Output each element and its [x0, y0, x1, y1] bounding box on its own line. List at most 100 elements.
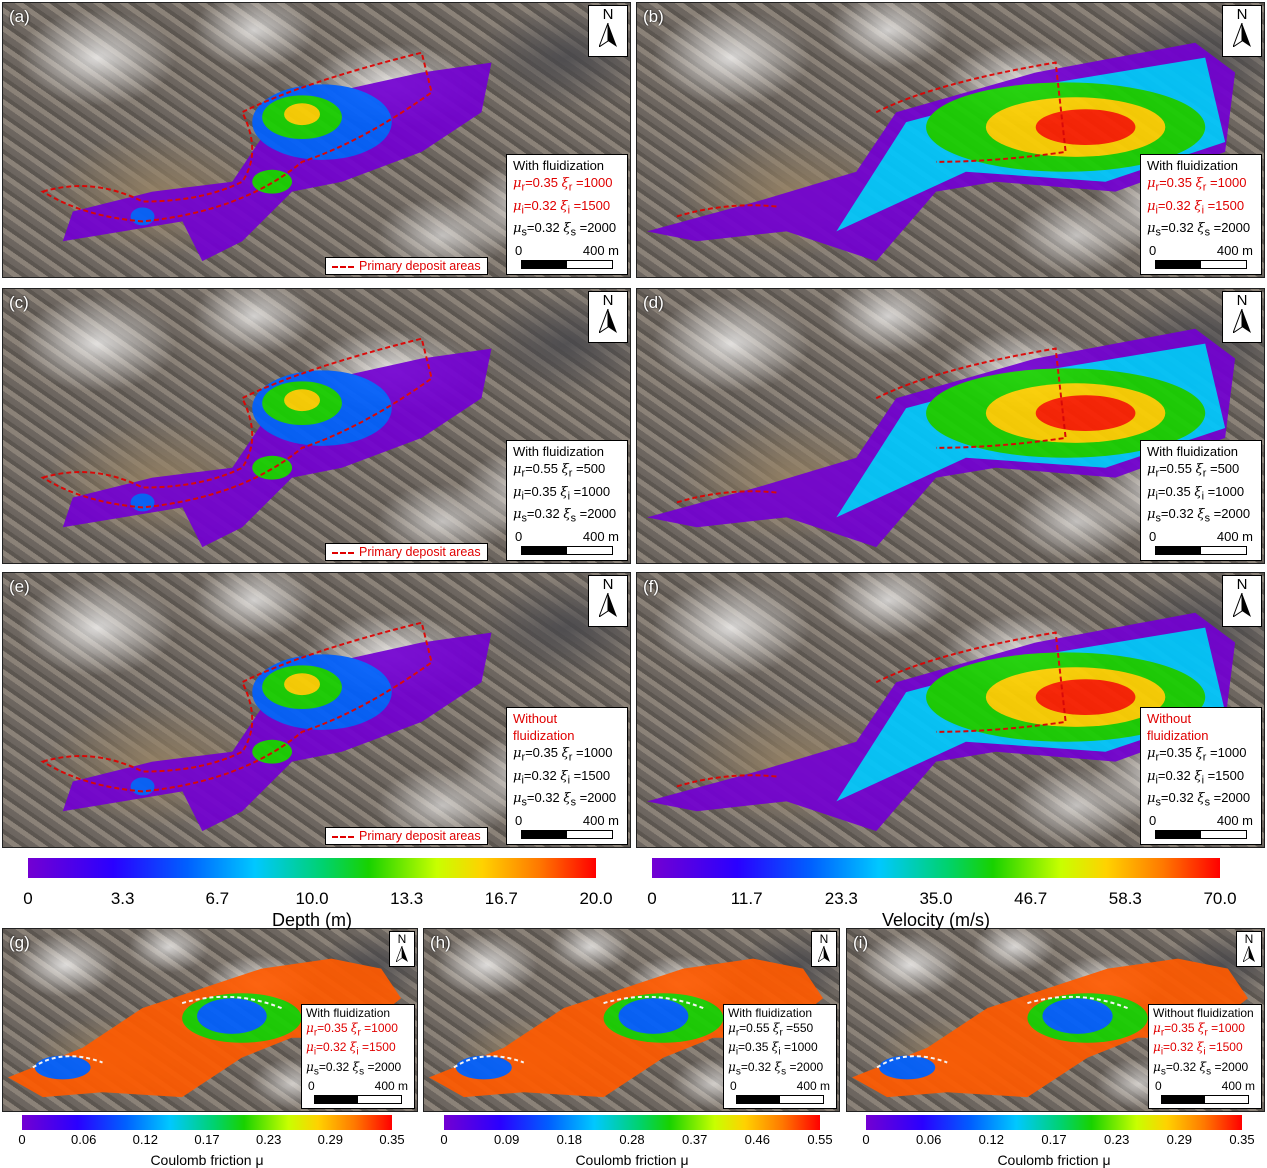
map-panel-c: (c) N With fluidization μr=0.55 ξr =500 μi… — [2, 288, 631, 564]
map-panel-h: (h) N With fluidization μr=0.55 ξr =550 μi… — [423, 928, 840, 1112]
friction-flow-overlay — [7, 958, 402, 1098]
colorbar-tick-label: 16.7 — [484, 889, 518, 908]
legend-param-row: μs=0.32 ξs =2000 — [1147, 790, 1251, 809]
scale-labels: 0 400 m — [1153, 1079, 1257, 1094]
colorbar-tick-label: 0.17 — [1041, 1132, 1067, 1147]
north-label: N — [397, 932, 407, 946]
north-arrow: N — [588, 291, 628, 343]
colorbar-tick-label: 58.3 — [1108, 889, 1142, 908]
legend-title: With fluidization — [1147, 158, 1239, 174]
colorbar-tick-label: 0 — [18, 1132, 26, 1147]
scale-max: 400 m — [582, 243, 619, 258]
legend-param-row: μi=0.32 ξi =1500 — [306, 1040, 396, 1058]
legend-param-row: μi=0.32 ξi =1500 — [513, 767, 611, 787]
panel-label: (d) — [643, 293, 664, 312]
scale-min: 0 — [1155, 1079, 1162, 1093]
scale-bar — [521, 830, 613, 839]
map-panel-d: (d) N With fluidization μr=0.55 ξr =500 μi… — [636, 288, 1265, 564]
parameter-legend: With fluidization μr=0.35 ξr =1000 μi=0.32… — [506, 154, 628, 275]
north-arrow-icon — [1233, 309, 1251, 333]
depth-flow-overlay — [40, 621, 492, 832]
legend-param-row: μs=0.32 ξs =2000 — [1147, 220, 1251, 239]
north-arrow-icon — [818, 946, 830, 962]
north-label: N — [1244, 932, 1254, 946]
dashed-line-icon — [332, 551, 354, 554]
colorbar-title: Coulomb friction μ — [150, 1152, 264, 1168]
map-panel-f: (f) N Without fluidization μr=0.35 ξr =10… — [636, 572, 1265, 848]
scale-max: 400 m — [374, 1079, 408, 1093]
scale-max: 400 m — [1216, 813, 1253, 828]
legend-param-row: μs=0.32 ξs =2000 — [1147, 506, 1251, 525]
map-panel-e: (e) N Without fluidization μr=0.35 ξr =10… — [2, 572, 631, 848]
north-label: N — [602, 6, 614, 23]
parameter-legend: Without fluidization μr=0.35 ξr =1000 μi=0… — [1140, 707, 1262, 845]
colorbar-tick-label: 20.0 — [579, 889, 613, 908]
legend-param-row: μr=0.35 ξr =1000 — [1153, 1020, 1245, 1039]
legend-param-row: μi=0.35 ξi =1000 — [728, 1040, 818, 1058]
scale-bar — [521, 546, 613, 555]
friction-flow-overlay — [428, 958, 824, 1098]
colorbar-title: Depth (m) — [271, 910, 353, 930]
colorbar-tick-label: 0.12 — [978, 1132, 1004, 1147]
legend-param-row: μs=0.32 ξs =2000 — [513, 506, 617, 525]
colorbar-title: Velocity (m/s) — [881, 910, 991, 930]
scale-bar — [1155, 546, 1247, 555]
legend-param-row: μi=0.32 ξi =1500 — [513, 197, 611, 217]
legend-param-row: μi=0.32 ξi =1500 — [1153, 1040, 1243, 1058]
colorbar — [866, 1115, 1242, 1130]
scale-min: 0 — [515, 243, 523, 258]
legend-title: With fluidization — [306, 1005, 391, 1020]
legend-param-row: μr=0.35 ξr =1000 — [1147, 175, 1247, 194]
colorbar-tick-label: 0 — [23, 889, 33, 908]
scale-min: 0 — [730, 1079, 737, 1093]
scale-min: 0 — [1149, 813, 1157, 828]
legend-title: Without fluidization — [513, 711, 575, 744]
colorbar-tick-label: 0.35 — [1229, 1132, 1255, 1147]
colorbar-tick-label: 0.55 — [807, 1132, 833, 1147]
scale-max: 400 m — [796, 1079, 830, 1093]
legend-param-row: μs=0.32 ξs =2000 — [513, 220, 617, 239]
colorbar — [652, 858, 1220, 878]
parameter-legend: With fluidization μr=0.35 ξr =1000 μi=0.32… — [1140, 154, 1262, 275]
scale-labels: 0 400 m — [1147, 528, 1255, 545]
north-label: N — [1236, 576, 1248, 593]
parameter-legend: With fluidization μr=0.55 ξr =500 μi=0.35 … — [1140, 440, 1262, 561]
colorbar-tick-label: 0.09 — [494, 1132, 520, 1147]
colorbar-tick-label: 70.0 — [1203, 889, 1237, 908]
north-arrow: N — [1222, 291, 1262, 343]
legend-title: With fluidization — [1147, 444, 1239, 460]
colorbar-tick-label: 0.23 — [1104, 1132, 1130, 1147]
colorbar-tick-label: 23.3 — [824, 889, 858, 908]
legend-param-row: μs=0.32 ξs =2000 — [306, 1059, 402, 1077]
colorbar-tick-label: 0 — [440, 1132, 448, 1147]
legend-param-row: μr=0.35 ξr =1000 — [306, 1020, 398, 1039]
scale-max: 400 m — [1221, 1079, 1255, 1093]
legend-title: Without fluidization — [1147, 711, 1209, 744]
velocity-flow-overlay — [646, 42, 1236, 262]
parameter-legend: With fluidization μr=0.35 ξr =1000 μi=0.32… — [301, 1003, 415, 1109]
colorbar-tick-label: 0.17 — [194, 1132, 220, 1147]
legend-param-row: μi=0.35 ξi =1000 — [1147, 483, 1245, 503]
parameter-legend: Without fluidization μr=0.35 ξr =1000 μi=0… — [1148, 1003, 1262, 1109]
legend-param-row: μs=0.32 ξs =2000 — [513, 790, 617, 809]
north-label: N — [1236, 6, 1248, 23]
colorbar-tick-label: 0 — [862, 1132, 870, 1147]
north-arrow: N — [588, 575, 628, 627]
north-arrow-icon — [599, 23, 617, 47]
legend-param-row: μr=0.35 ξr =1000 — [513, 175, 613, 194]
parameter-legend: With fluidization μr=0.55 ξr =550 μi=0.35 … — [723, 1003, 837, 1109]
scale-min: 0 — [515, 813, 523, 828]
north-arrow-icon — [1243, 946, 1255, 962]
legend-param-row: μi=0.32 ξi =1500 — [1147, 767, 1245, 787]
colorbar-tick-label: 46.7 — [1014, 889, 1048, 908]
north-arrow-icon — [1233, 593, 1251, 617]
colorbar-tick-label: 0.06 — [71, 1132, 97, 1147]
deposit-legend: Primary deposit areas — [325, 257, 488, 275]
colorbar-tick-label: 0.06 — [916, 1132, 942, 1147]
colorbar-tick-label: 0.29 — [1166, 1132, 1192, 1147]
legend-param-row: μs=0.32 ξs =2000 — [1153, 1059, 1249, 1077]
scale-bar — [736, 1095, 824, 1104]
colorbar — [444, 1115, 820, 1130]
scale-bar — [1155, 830, 1247, 839]
north-arrow-icon — [1233, 23, 1251, 47]
